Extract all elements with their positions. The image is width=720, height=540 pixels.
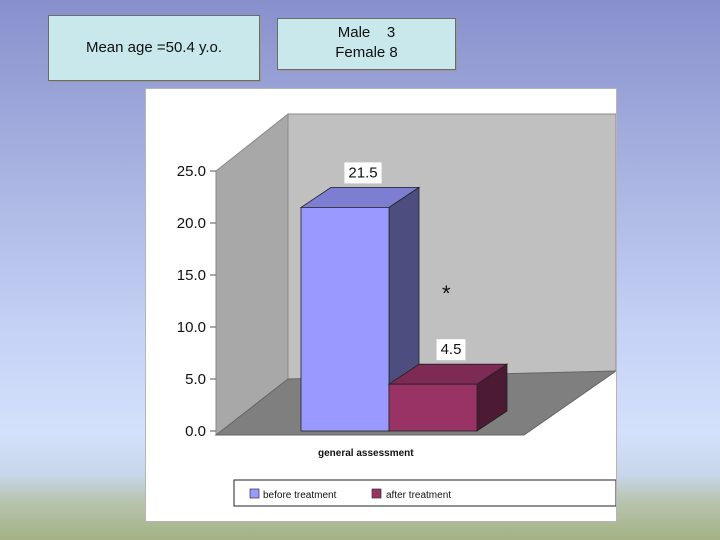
y-tick-label: 20.0 bbox=[177, 215, 206, 232]
data-label: 21.5 bbox=[348, 164, 377, 181]
male-count-text: Male 3 bbox=[337, 24, 396, 41]
y-tick-label: 25.0 bbox=[177, 163, 206, 180]
legend-swatch-after bbox=[371, 488, 382, 499]
bar-chart: 0.0 5.0 10.0 15.0 20.0 25.0 21.5 4.5 * general… bbox=[177, 112, 616, 507]
data-label-background bbox=[344, 162, 382, 184]
significance-asterisk: * bbox=[442, 281, 451, 306]
mean-age-text: Mean age =50.4 y.o. bbox=[85, 39, 223, 56]
y-tick-label: 0.0 bbox=[185, 423, 206, 440]
legend-label-before: before treatment bbox=[263, 490, 337, 501]
legend-label-after: after treatment bbox=[386, 490, 451, 501]
legend bbox=[233, 479, 616, 507]
y-axis: 0.0 5.0 10.0 15.0 20.0 25.0 bbox=[177, 163, 216, 440]
bar-before bbox=[300, 207, 390, 432]
y-tick-label: 15.0 bbox=[177, 267, 206, 284]
female-count-text: Female 8 bbox=[335, 44, 398, 61]
mean-age-box: Mean age =50.4 y.o. bbox=[48, 15, 260, 81]
data-labels: 21.5 4.5 bbox=[344, 162, 466, 361]
category-label: general assessment bbox=[318, 448, 414, 459]
bars bbox=[299, 186, 509, 432]
data-label-background bbox=[436, 339, 466, 361]
chart-panel: 0.0 5.0 10.0 15.0 20.0 25.0 21.5 4.5 * general… bbox=[145, 88, 617, 522]
y-tick-label: 5.0 bbox=[185, 371, 206, 388]
legend-swatch-before bbox=[249, 488, 260, 499]
data-label: 4.5 bbox=[441, 341, 462, 358]
y-tick-label: 10.0 bbox=[177, 319, 206, 336]
sex-count-box: Male 3 Female 8 bbox=[277, 18, 456, 70]
bar-after bbox=[388, 383, 478, 432]
